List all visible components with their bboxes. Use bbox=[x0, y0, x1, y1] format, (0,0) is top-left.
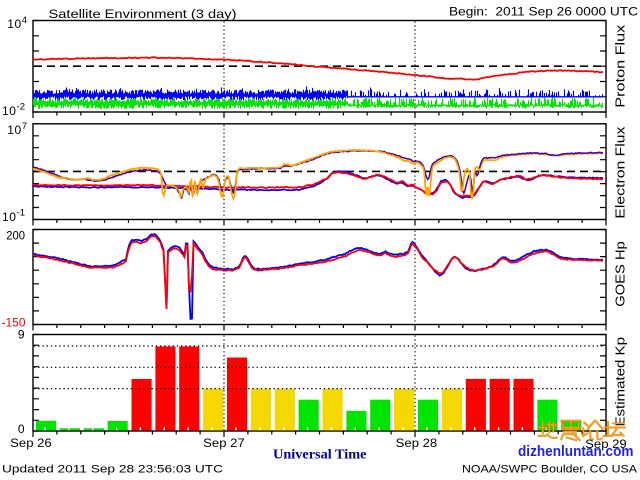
svg-text:10: 10 bbox=[7, 17, 22, 31]
svg-text:-2: -2 bbox=[17, 102, 25, 113]
svg-text:4: 4 bbox=[22, 15, 27, 26]
svg-text:-1: -1 bbox=[17, 208, 25, 219]
svg-text:Sep 29: Sep 29 bbox=[585, 437, 627, 451]
svg-text:7: 7 bbox=[22, 121, 27, 132]
svg-text:GOES Hp: GOES Hp bbox=[613, 241, 628, 307]
svg-text:Universal Time: Universal Time bbox=[273, 447, 367, 462]
svg-text:Sep 26: Sep 26 bbox=[10, 436, 52, 450]
svg-text:Electron Flux: Electron Flux bbox=[613, 126, 628, 219]
svg-text:-150: -150 bbox=[2, 316, 26, 330]
svg-text:Satellite Environment (3 day): Satellite Environment (3 day) bbox=[49, 7, 237, 21]
svg-text:Estimated Kp: Estimated Kp bbox=[613, 337, 628, 427]
svg-text:Begin: 2011 Sep 26 0000 UTC: Begin: 2011 Sep 26 0000 UTC bbox=[449, 5, 638, 19]
svg-text:Updated 2011 Sep 28 23:56:03 U: Updated 2011 Sep 28 23:56:03 UTC bbox=[2, 463, 223, 475]
svg-text:200: 200 bbox=[6, 228, 25, 242]
svg-text:NOAA/SWPC Boulder, CO USA: NOAA/SWPC Boulder, CO USA bbox=[462, 463, 637, 475]
svg-text:9: 9 bbox=[18, 328, 25, 342]
svg-text:dizhenluntan.com: dizhenluntan.com bbox=[518, 443, 634, 460]
svg-text:Proton Flux: Proton Flux bbox=[613, 24, 628, 108]
svg-text:10: 10 bbox=[2, 210, 17, 224]
svg-text:Sep 28: Sep 28 bbox=[396, 436, 438, 450]
svg-text:0: 0 bbox=[18, 422, 25, 436]
svg-text:Sep 27: Sep 27 bbox=[203, 436, 245, 450]
svg-text:10: 10 bbox=[2, 104, 17, 118]
svg-text:10: 10 bbox=[7, 123, 22, 137]
